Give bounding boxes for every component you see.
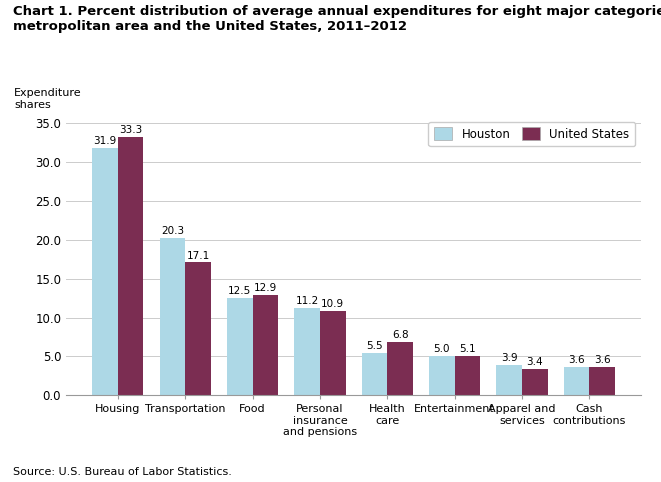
Bar xyxy=(294,308,320,395)
Text: 3.6: 3.6 xyxy=(594,355,611,365)
Text: 12.9: 12.9 xyxy=(254,283,277,293)
Bar xyxy=(93,147,118,395)
Text: 3.9: 3.9 xyxy=(501,353,518,363)
Text: Chart 1. Percent distribution of average annual expenditures for eight major cat: Chart 1. Percent distribution of average… xyxy=(13,5,661,33)
Text: 12.5: 12.5 xyxy=(228,286,251,296)
Text: 5.5: 5.5 xyxy=(366,341,383,350)
Bar xyxy=(159,238,185,395)
Text: 11.2: 11.2 xyxy=(295,296,319,307)
Text: 10.9: 10.9 xyxy=(321,299,344,308)
Bar xyxy=(118,137,143,395)
Bar xyxy=(522,369,548,395)
Text: 31.9: 31.9 xyxy=(93,135,116,146)
Bar xyxy=(455,356,481,395)
Bar xyxy=(185,262,211,395)
Text: 6.8: 6.8 xyxy=(392,331,408,340)
Text: 33.3: 33.3 xyxy=(119,125,142,134)
Text: Expenditure
shares: Expenditure shares xyxy=(15,89,82,110)
Bar xyxy=(227,298,253,395)
Bar xyxy=(253,295,278,395)
Bar xyxy=(320,310,346,395)
Bar xyxy=(564,367,590,395)
Bar xyxy=(496,365,522,395)
Text: Source: U.S. Bureau of Labor Statistics.: Source: U.S. Bureau of Labor Statistics. xyxy=(13,467,232,477)
Bar xyxy=(429,356,455,395)
Text: 17.1: 17.1 xyxy=(186,251,210,260)
Text: 5.1: 5.1 xyxy=(459,344,476,354)
Legend: Houston, United States: Houston, United States xyxy=(428,121,635,147)
Text: 5.0: 5.0 xyxy=(434,345,450,354)
Bar xyxy=(590,367,615,395)
Bar xyxy=(362,352,387,395)
Text: 3.4: 3.4 xyxy=(527,357,543,367)
Text: 3.6: 3.6 xyxy=(568,355,585,365)
Bar xyxy=(387,342,413,395)
Text: 20.3: 20.3 xyxy=(161,226,184,236)
